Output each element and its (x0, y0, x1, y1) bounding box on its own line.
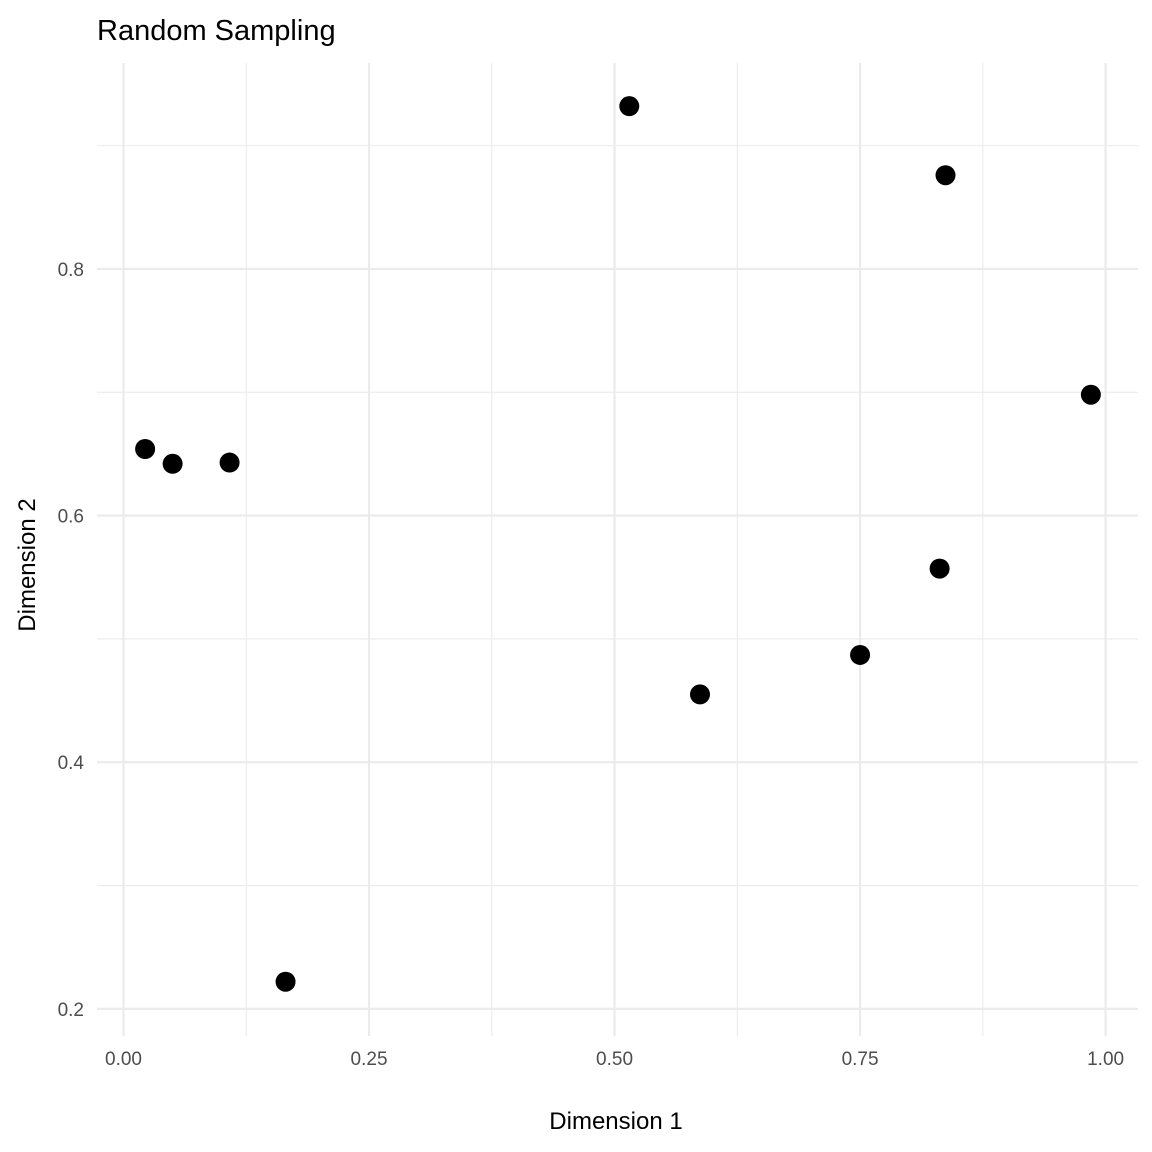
minor-gridlines (97, 63, 1138, 1036)
x-tick-label-4: 1.00 (1087, 1049, 1124, 1070)
y-tick-label-0: 0.2 (58, 1000, 84, 1021)
y-axis-tick-labels: 0.2 0.4 0.6 0.8 (58, 260, 85, 1021)
x-tick-label-1: 0.25 (351, 1049, 388, 1070)
data-point-5 (689, 684, 710, 705)
chart-title: Random Sampling (97, 15, 336, 47)
x-tick-label-0: 0.00 (105, 1049, 142, 1070)
data-point-9 (1080, 384, 1101, 405)
data-point-0 (135, 438, 156, 459)
x-tick-label-2: 0.50 (596, 1049, 633, 1070)
x-tick-label-3: 0.75 (842, 1049, 879, 1070)
data-point-6 (850, 644, 871, 665)
data-point-4 (619, 96, 640, 117)
data-point-1 (162, 453, 183, 474)
data-points (135, 96, 1101, 992)
data-point-8 (935, 165, 956, 186)
y-tick-label-2: 0.6 (58, 507, 84, 528)
x-axis-title: Dimension 1 (549, 1108, 682, 1135)
y-tick-label-3: 0.8 (58, 260, 84, 281)
data-point-7 (929, 558, 950, 579)
data-point-2 (219, 452, 240, 473)
data-point-3 (275, 971, 296, 992)
major-gridlines (97, 63, 1138, 1036)
y-tick-label-1: 0.4 (58, 753, 85, 774)
y-axis-title: Dimension 2 (14, 498, 41, 631)
x-axis-tick-labels: 0.00 0.25 0.50 0.75 1.00 (105, 1049, 1124, 1070)
